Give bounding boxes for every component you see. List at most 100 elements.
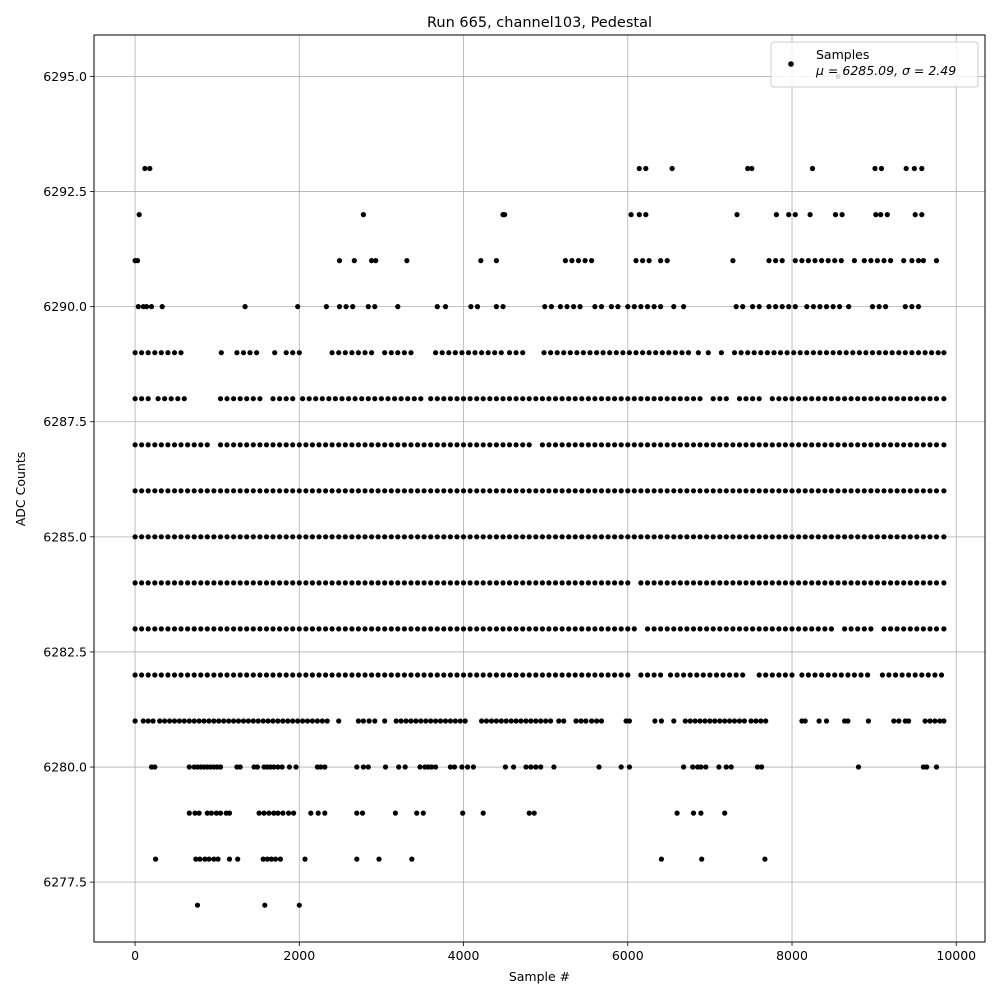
data-point (690, 810, 697, 816)
data-point (382, 534, 388, 540)
data-point (270, 626, 276, 632)
data-point (415, 672, 421, 678)
data-point (322, 764, 328, 770)
data-point (231, 396, 237, 402)
data-point (874, 396, 881, 402)
data-point (296, 672, 302, 678)
data-point (848, 626, 854, 632)
data-point (460, 396, 467, 402)
data-point (927, 396, 933, 402)
data-point (776, 580, 782, 586)
data-point (528, 764, 534, 770)
data-point (279, 764, 285, 770)
data-point (664, 626, 670, 632)
data-point (658, 856, 665, 862)
data-point (919, 165, 925, 172)
data-point (324, 718, 330, 724)
data-point (181, 396, 187, 402)
data-point (552, 626, 559, 632)
data-point (144, 304, 150, 310)
data-point (224, 534, 230, 540)
data-point (326, 396, 332, 402)
data-point (734, 212, 740, 218)
data-point (796, 626, 802, 632)
data-point (685, 350, 692, 356)
data-point (165, 672, 171, 678)
data-point (354, 810, 360, 816)
data-point (598, 580, 605, 586)
data-point (653, 350, 659, 356)
data-point (132, 442, 138, 448)
data-point (697, 442, 703, 448)
data-point (938, 672, 945, 678)
data-point (697, 718, 703, 724)
y-tick-label: 6295.0 (43, 69, 87, 84)
data-point (559, 580, 565, 586)
data-point (196, 810, 202, 816)
data-point (631, 396, 637, 402)
data-point (474, 534, 480, 540)
data-point (428, 626, 434, 632)
data-point (651, 396, 657, 402)
data-point (277, 580, 283, 586)
data-point (690, 442, 697, 448)
data-point (720, 672, 726, 678)
data-point (855, 442, 861, 448)
data-point (283, 626, 289, 632)
data-point (911, 165, 918, 172)
data-point (329, 534, 335, 540)
data-point (420, 810, 426, 816)
data-point (171, 626, 178, 632)
data-point (807, 212, 813, 218)
data-point (789, 442, 795, 448)
data-point (636, 212, 642, 218)
data-point (152, 534, 158, 540)
data-point (303, 626, 309, 632)
data-point (933, 764, 940, 770)
data-point (589, 258, 595, 264)
data-point (848, 396, 854, 402)
data-point (927, 580, 933, 586)
data-point (395, 580, 401, 586)
data-point (569, 258, 575, 264)
data-point (226, 810, 233, 816)
data-point (804, 350, 810, 356)
data-point (139, 626, 145, 632)
data-point (186, 718, 192, 724)
data-point (861, 580, 867, 586)
data-point (428, 580, 434, 586)
data-point (316, 580, 322, 586)
data-point (349, 672, 355, 678)
data-point (674, 810, 680, 816)
data-point (290, 488, 296, 494)
data-point (723, 764, 729, 770)
data-point (815, 442, 821, 448)
data-point (329, 350, 335, 356)
data-point (769, 442, 775, 448)
data-point (771, 350, 777, 356)
data-point (454, 488, 460, 494)
data-point (433, 350, 439, 356)
data-point (566, 580, 572, 586)
data-point (176, 718, 182, 724)
data-point (270, 442, 276, 448)
data-point (342, 488, 348, 494)
data-point (651, 304, 657, 310)
data-point (506, 672, 513, 678)
data-point (520, 350, 526, 356)
data-point (428, 534, 434, 540)
data-point (626, 764, 633, 770)
data-point (403, 718, 409, 724)
data-point (434, 396, 440, 402)
data-point (421, 442, 427, 448)
data-point (467, 534, 473, 540)
data-point (927, 626, 933, 632)
data-point (915, 350, 922, 356)
data-point (362, 626, 368, 632)
data-point (571, 304, 577, 310)
data-point (585, 534, 592, 540)
data-point (303, 580, 309, 586)
data-point (181, 718, 187, 724)
data-point (323, 488, 329, 494)
data-point (218, 350, 224, 356)
